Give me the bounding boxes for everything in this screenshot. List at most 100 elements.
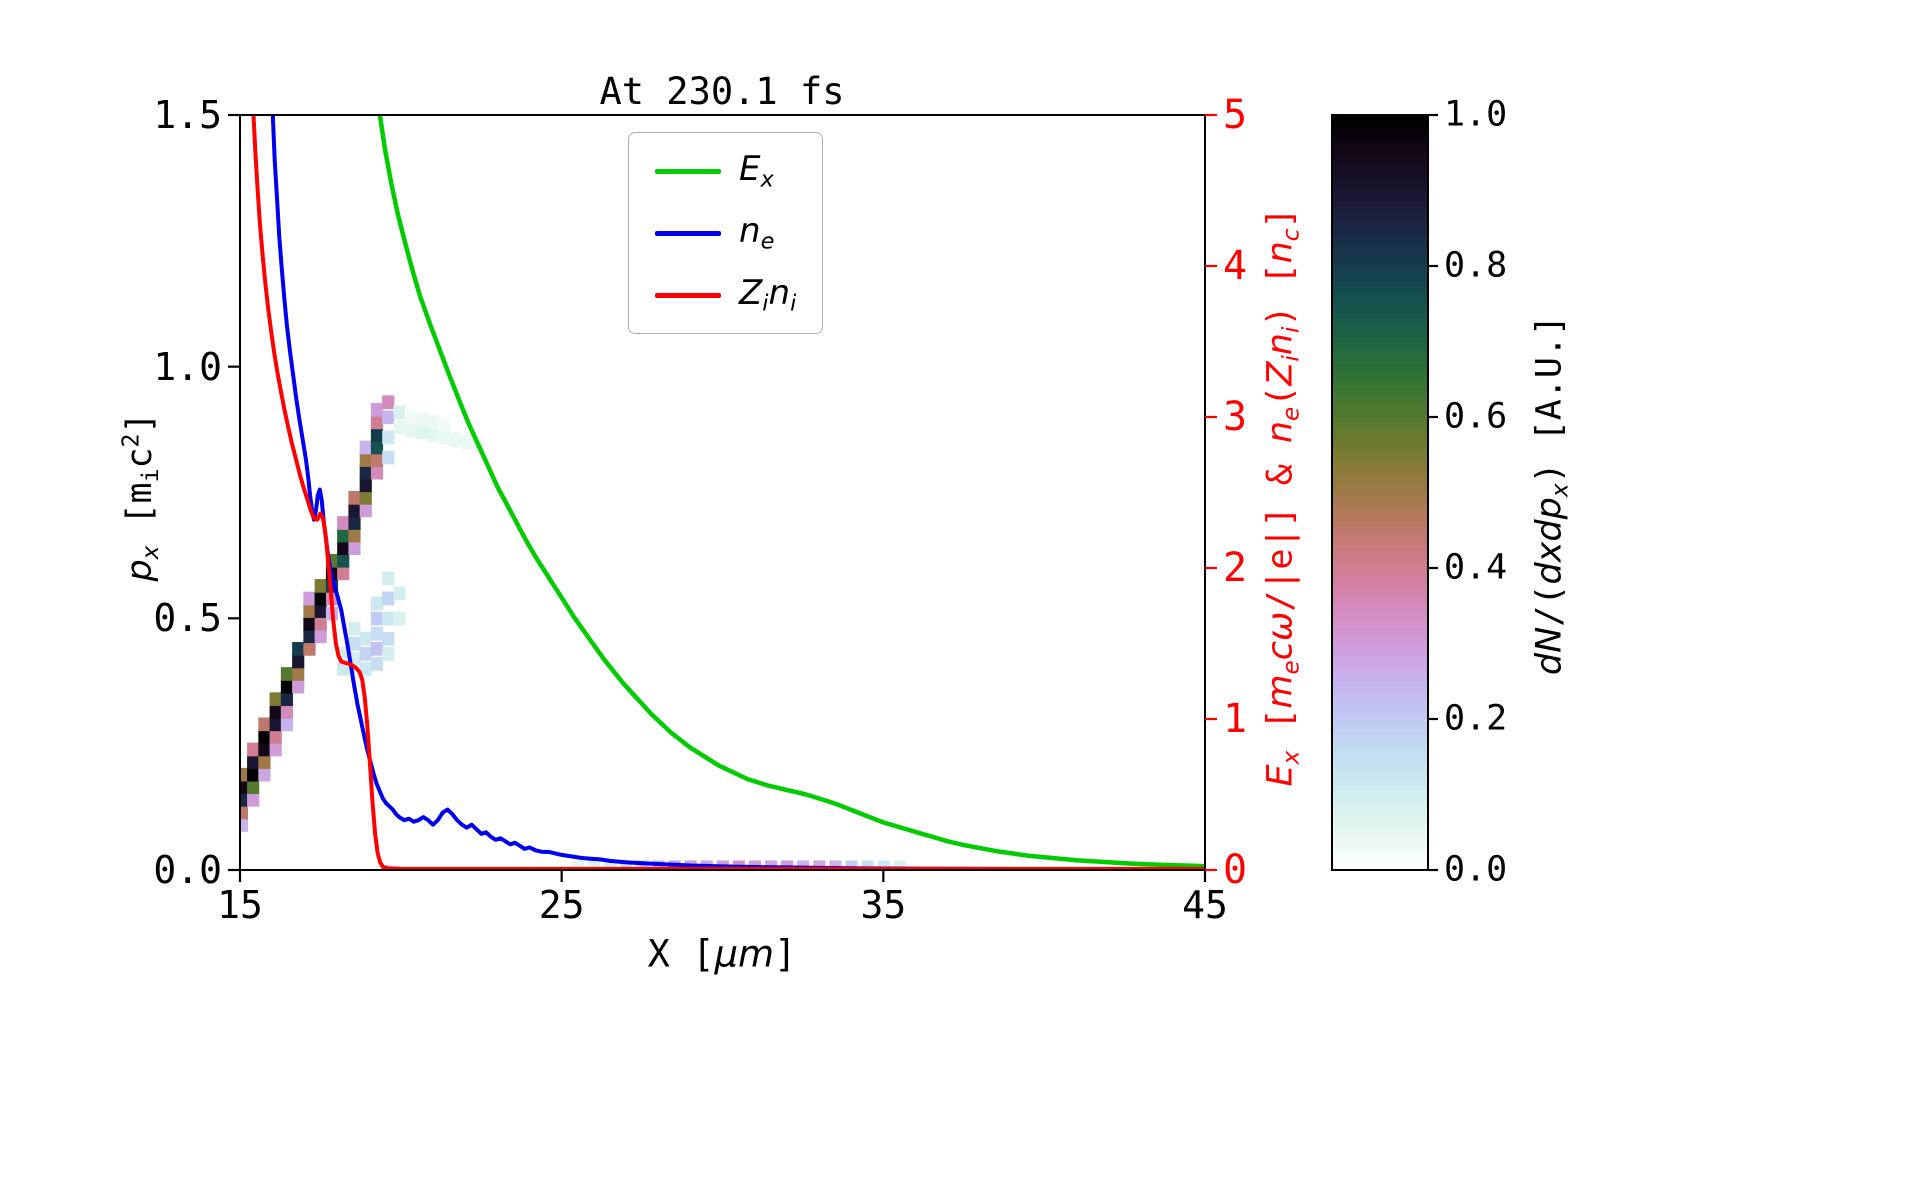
colorbar-tick-label: 1.0	[1444, 94, 1508, 135]
colorbar-slice	[1332, 549, 1428, 555]
heatmap-cell	[813, 860, 826, 870]
x-tick-label: 15	[217, 883, 263, 927]
heatmap-cell	[314, 629, 327, 644]
heatmap-cell	[370, 657, 384, 671]
colorbar-slice	[1332, 827, 1428, 834]
colorbar-slice	[1332, 327, 1428, 334]
colorbar-slice	[1332, 152, 1428, 159]
colorbar-slice	[1332, 577, 1428, 584]
heatmap-cell	[314, 604, 327, 618]
colorbar-slice	[1332, 652, 1428, 659]
heatmap-cell	[314, 616, 327, 631]
heatmap-cell	[303, 641, 316, 656]
colorbar-tick-label: 0.6	[1444, 396, 1508, 437]
colorbar-slice	[1332, 232, 1428, 239]
colorbar-slice	[1332, 317, 1428, 324]
colorbar-slice	[1332, 261, 1428, 267]
colorbar-slice	[1332, 572, 1428, 579]
colorbar-slice	[1332, 402, 1428, 409]
heatmap-cell	[382, 611, 395, 626]
colorbar-slice	[1332, 676, 1428, 683]
colorbar-slice	[1332, 181, 1428, 187]
heatmap-cell	[359, 465, 372, 480]
colorbar-slice	[1332, 218, 1428, 225]
colorbar-slice	[1332, 860, 1428, 867]
legend-line-ne	[655, 230, 721, 236]
colorbar-slice	[1332, 629, 1428, 636]
heatmap-cell	[240, 818, 248, 832]
colorbar-tick-label: 0.4	[1444, 547, 1508, 588]
colorbar-slice	[1332, 818, 1428, 824]
colorbar-slice	[1332, 473, 1428, 480]
colorbar-slice	[1332, 464, 1428, 470]
colorbar-slice	[1332, 407, 1428, 414]
heatmap-cell	[348, 541, 361, 556]
y-left-axis-label: px [mic2]	[118, 412, 165, 582]
colorbar-slice	[1332, 171, 1428, 178]
heatmap-cell	[247, 792, 260, 807]
colorbar-slice	[1332, 214, 1428, 220]
line-ne	[270, 115, 1205, 870]
colorbar-slice	[1332, 761, 1428, 768]
legend-entry-ne: ne	[655, 209, 796, 257]
colorbar-slice	[1332, 143, 1428, 150]
y-right-tick-label: 4	[1223, 243, 1248, 289]
colorbar-slice	[1332, 667, 1428, 673]
heatmap-cell	[269, 717, 282, 732]
colorbar-slice	[1332, 369, 1428, 376]
colorbar-slice	[1332, 133, 1428, 140]
colorbar-slice	[1332, 148, 1428, 154]
colorbar-slice	[1332, 695, 1428, 702]
colorbar-slice	[1332, 483, 1428, 489]
colorbar-slice	[1332, 737, 1428, 744]
colorbar-slice	[1332, 266, 1428, 272]
x-tick-label: 45	[1182, 883, 1228, 927]
colorbar-slice	[1332, 539, 1428, 546]
heatmap-cell	[337, 662, 350, 676]
colorbar-slice	[1332, 794, 1428, 801]
colorbar-slice	[1332, 619, 1428, 626]
y-right-tick-label: 0	[1223, 847, 1248, 893]
heatmap-cell	[370, 641, 384, 656]
colorbar-slice	[1332, 648, 1428, 654]
colorbar-slice	[1332, 209, 1428, 216]
heatmap-cell	[240, 780, 248, 795]
colorbar-slice	[1332, 440, 1428, 447]
colorbar-slice	[1332, 832, 1428, 838]
heatmap-cell	[370, 465, 384, 480]
y-left-tick-label: 1.0	[153, 344, 222, 389]
heatmap-cell	[382, 647, 395, 661]
heatmap-cell	[588, 860, 601, 870]
heatmap-cell	[348, 528, 361, 543]
colorbar-slice	[1332, 124, 1428, 131]
colorbar-slice	[1332, 355, 1428, 362]
colorbar-slice	[1332, 610, 1428, 617]
heatmap-cell	[393, 405, 406, 420]
heatmap-cell	[636, 860, 649, 870]
colorbar-slice	[1332, 129, 1428, 135]
colorbar-slice	[1332, 733, 1428, 739]
colorbar-slice	[1332, 775, 1428, 782]
colorbar-slice	[1332, 332, 1428, 338]
colorbar-slice	[1332, 605, 1428, 612]
heatmap-cell	[258, 767, 271, 782]
colorbar-slice	[1332, 341, 1428, 348]
heatmap-cell	[258, 742, 271, 757]
legend-label-ne: ne	[739, 211, 775, 255]
colorbar-slice	[1332, 808, 1428, 815]
heatmap-cell	[604, 860, 617, 870]
heatmap-cell	[393, 420, 406, 435]
heatmap-cell	[382, 395, 395, 410]
colorbar-slice	[1332, 822, 1428, 829]
colorbar-slice	[1332, 204, 1428, 211]
colorbar-slice	[1332, 223, 1428, 230]
colorbar-slice	[1332, 681, 1428, 687]
heatmap	[240, 395, 906, 870]
heatmap-cell	[247, 755, 260, 769]
heatmap-cell	[404, 410, 417, 425]
heatmap-cell	[370, 415, 384, 430]
heatmap-cell	[348, 636, 361, 651]
heatmap-cell	[845, 860, 858, 870]
line-Zini	[251, 115, 1205, 870]
heatmap-cell	[393, 586, 406, 601]
